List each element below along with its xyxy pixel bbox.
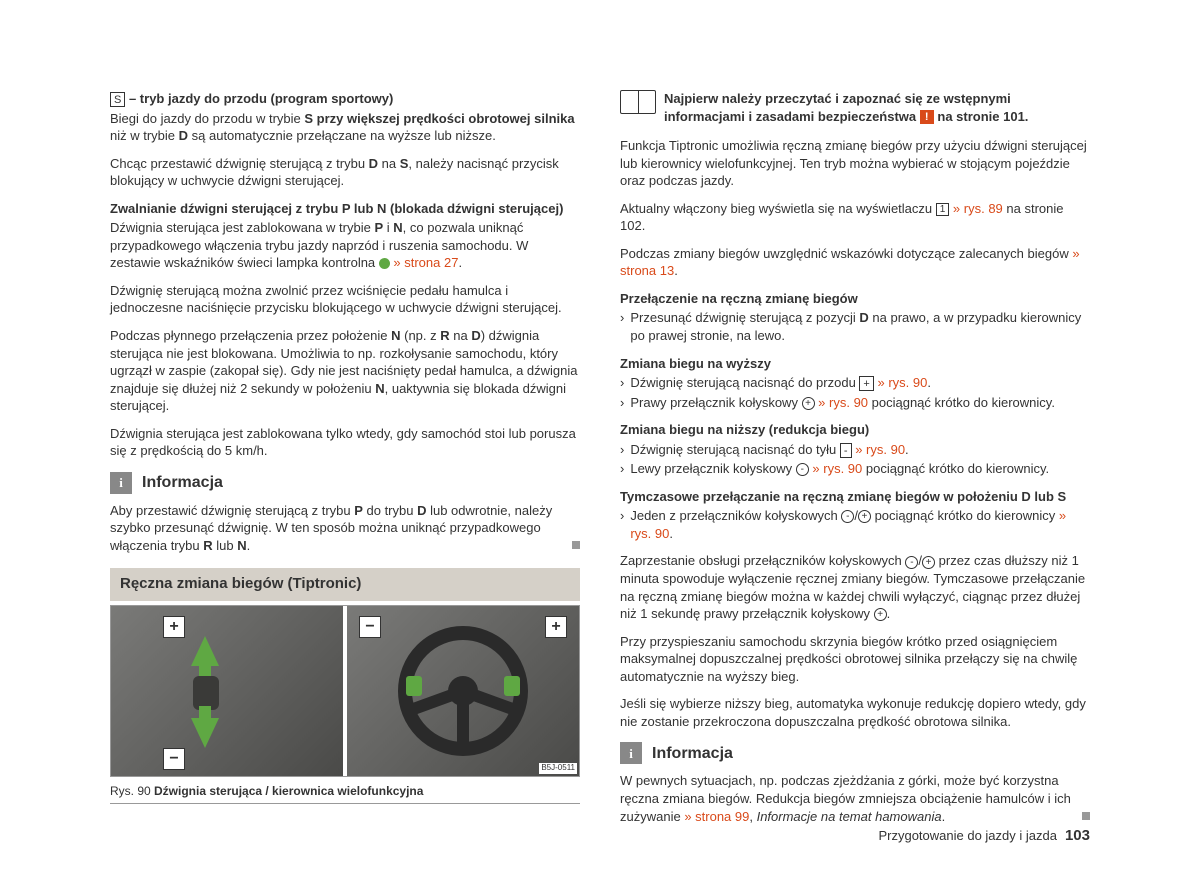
subheading: Zwalnianie dźwigni sterującej z trybu P …	[110, 200, 580, 218]
lamp-icon	[379, 258, 390, 269]
paragraph: Jeśli się wybierze niższy bieg, automaty…	[620, 695, 1090, 730]
paragraph: Dźwignia sterująca jest zablokowana w tr…	[110, 219, 580, 272]
info-heading: i Informacja	[110, 472, 580, 494]
s-badge: S	[110, 92, 125, 107]
paragraph: Aktualny włączony bieg wyświetla się na …	[620, 200, 1090, 235]
plus-badge: +	[545, 616, 567, 638]
paragraph: Chcąc przestawić dźwignię sterującą z tr…	[110, 155, 580, 190]
list-item: › Lewy przełącznik kołyskowy - » rys. 90…	[620, 460, 1090, 478]
list-item: › Dźwignię sterującą nacisnąć do tyłu - …	[620, 441, 1090, 459]
link-ref[interactable]: » rys. 90	[874, 375, 927, 390]
info-icon: i	[620, 742, 642, 764]
subheading: Tymczasowe przełączanie na ręczną zmianę…	[620, 488, 1090, 506]
info-heading: i Informacja	[620, 742, 1090, 764]
paragraph: Aby przestawić dźwignię sterującą z tryb…	[110, 502, 580, 555]
link-ref[interactable]: » rys. 90	[852, 442, 905, 457]
arrow-up-icon	[191, 636, 219, 666]
section-end-icon	[572, 541, 580, 549]
s-mode-heading: S – tryb jazdy do przodu (program sporto…	[110, 90, 580, 108]
minus-badge: −	[163, 748, 185, 770]
subheading: Zmiana biegu na niższy (redukcja biegu)	[620, 421, 1090, 439]
paragraph: Przy przyspieszaniu samochodu skrzynia b…	[620, 633, 1090, 686]
link-ref[interactable]: » strona 27	[390, 255, 459, 270]
figure-caption: Rys. 90 Dźwignia sterująca / kierownica …	[110, 783, 580, 804]
subheading: Przełączenie na ręczną zmianę biegów	[620, 290, 1090, 308]
link-ref[interactable]: » rys. 89	[949, 201, 1002, 216]
list-item: › Przesunąć dźwignię sterującą z pozycji…	[620, 309, 1090, 344]
list-item: › Jeden z przełączników kołyskowych -/+ …	[620, 507, 1090, 542]
page-footer: Przygotowanie do jazdy i jazda103	[878, 826, 1090, 846]
book-icon	[620, 90, 656, 114]
steering-wheel-icon	[398, 626, 528, 756]
paragraph: Funkcja Tiptronic umożliwia ręczną zmian…	[620, 137, 1090, 190]
arrow-down-icon	[191, 718, 219, 748]
right-column: Najpierw należy przeczytać i zapoznać si…	[620, 90, 1090, 835]
paragraph: Dźwignię sterującą można zwolnić przez w…	[110, 282, 580, 317]
link-ref[interactable]: » rys. 90	[809, 461, 862, 476]
link-ref[interactable]: » rys. 90	[815, 395, 868, 410]
gear-lever	[193, 676, 219, 710]
paragraph: W pewnych sytuacjach, np. podczas zjeżdż…	[620, 772, 1090, 825]
paragraph: Zaprzestanie obsługi przełączników kołys…	[620, 552, 1090, 622]
link-ref[interactable]: » strona 99	[684, 809, 749, 824]
paragraph: Podczas zmiany biegów uwzględnić wskazów…	[620, 245, 1090, 280]
warning-icon: !	[920, 110, 934, 124]
paragraph: Podczas płynnego przełączenia przez poło…	[110, 327, 580, 415]
subheading: Zmiana biegu na wyższy	[620, 355, 1090, 373]
minus-badge: −	[359, 616, 381, 638]
left-column: S – tryb jazdy do przodu (program sporto…	[110, 90, 580, 835]
ref-badge: 1	[936, 203, 950, 216]
paragraph: Dźwignia sterująca jest zablokowana tylk…	[110, 425, 580, 460]
figure-90: + − − + B5J-0511	[110, 605, 580, 777]
page-number: 103	[1065, 827, 1090, 844]
paddle-left	[406, 676, 422, 696]
plus-badge: +	[163, 616, 185, 638]
section-header: Ręczna zmiana biegów (Tiptronic)	[110, 568, 580, 600]
list-item: › Prawy przełącznik kołyskowy + » rys. 9…	[620, 394, 1090, 412]
read-first-note: Najpierw należy przeczytać i zapoznać si…	[620, 90, 1090, 125]
figure-panel-wheel: − + B5J-0511	[347, 606, 579, 776]
image-code: B5J-0511	[539, 763, 577, 774]
list-item: › Dźwignię sterującą nacisnąć do przodu …	[620, 374, 1090, 392]
info-icon: i	[110, 472, 132, 494]
figure-panel-lever: + −	[111, 606, 343, 776]
section-end-icon	[1082, 812, 1090, 820]
paragraph: Biegi do jazdy do przodu w trybie S przy…	[110, 110, 580, 145]
paddle-right	[504, 676, 520, 696]
